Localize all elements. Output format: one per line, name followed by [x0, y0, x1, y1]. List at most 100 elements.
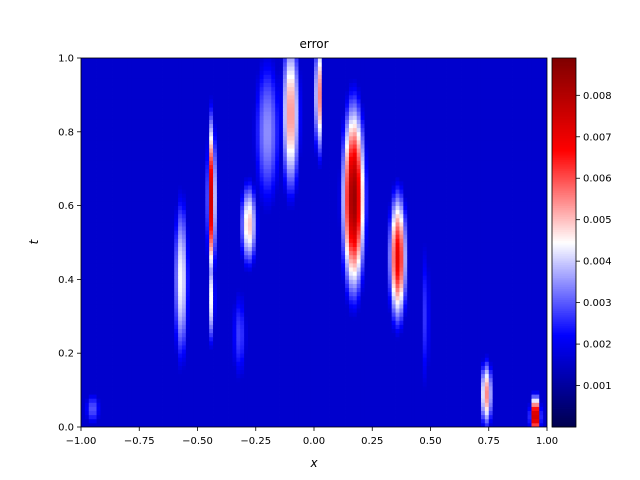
- heatmap-cell: [399, 316, 404, 321]
- heatmap-cell: [154, 263, 160, 268]
- heatmap-cell: [112, 328, 117, 334]
- heatmap-cell: [158, 328, 163, 334]
- heatmap-cell: [263, 410, 268, 416]
- heatmap-cell: [314, 381, 319, 387]
- heatmap-cell: [170, 373, 175, 379]
- heatmap-cell: [348, 353, 354, 358]
- heatmap-cell: [279, 287, 284, 293]
- heatmap-cell: [333, 386, 338, 391]
- heatmap-cell: [519, 308, 525, 313]
- heatmap-cell: [527, 402, 532, 407]
- heatmap-cell: [193, 299, 198, 305]
- heatmap-cell: [531, 369, 536, 375]
- heatmap-cell: [325, 308, 330, 313]
- heatmap-cell: [178, 336, 183, 342]
- heatmap-cell: [488, 365, 494, 370]
- heatmap-cell: [411, 328, 416, 334]
- heatmap-cell: [162, 398, 167, 403]
- heatmap-cell: [356, 308, 361, 313]
- heatmap-cell: [500, 275, 505, 280]
- heatmap-cell: [372, 340, 377, 346]
- heatmap-cell: [414, 377, 420, 383]
- heatmap-cell: [329, 254, 334, 260]
- heatmap-cell: [438, 377, 443, 383]
- heatmap-cell: [356, 320, 361, 325]
- heatmap-cell: [449, 324, 455, 329]
- heatmap-cell: [500, 345, 505, 350]
- heatmap-cell: [329, 267, 334, 272]
- heatmap-cell: [88, 324, 94, 329]
- heatmap-cell: [504, 361, 509, 366]
- heatmap-cell: [255, 394, 261, 399]
- heatmap-cell: [232, 414, 237, 420]
- heatmap-cell: [298, 254, 303, 260]
- heatmap-cell: [446, 299, 451, 305]
- heatmap-cell: [84, 386, 90, 391]
- heatmap-cell: [112, 369, 117, 375]
- heatmap-cell: [100, 402, 105, 407]
- heatmap-cell: [115, 254, 121, 260]
- heatmap-cell: [84, 410, 90, 416]
- heatmap-cell: [84, 345, 90, 350]
- heatmap-cell: [275, 283, 280, 288]
- heatmap-cell: [154, 398, 160, 403]
- heatmap-cell: [356, 340, 361, 346]
- heatmap-cell: [139, 422, 144, 427]
- heatmap-cell: [368, 267, 373, 272]
- heatmap-cell: [543, 414, 547, 420]
- heatmap-cell: [147, 361, 152, 366]
- heatmap-cell: [543, 263, 547, 268]
- heatmap-cell: [341, 340, 346, 346]
- heatmap-cell: [337, 386, 342, 391]
- heatmap-cell: [426, 422, 431, 427]
- heatmap-cell: [84, 279, 90, 284]
- heatmap-cell: [189, 308, 195, 313]
- heatmap-cell: [271, 332, 276, 338]
- heatmap-cell: [247, 390, 253, 395]
- heatmap-cell: [461, 279, 466, 284]
- heatmap-cell: [484, 402, 490, 407]
- heatmap-cell: [337, 295, 342, 301]
- heatmap-cell: [438, 390, 443, 395]
- heatmap-cell: [352, 361, 358, 366]
- heatmap-cell: [240, 324, 245, 329]
- heatmap-cell: [294, 316, 299, 321]
- heatmap-cell: [519, 349, 525, 354]
- heatmap-cell: [201, 308, 206, 313]
- heatmap-cell: [251, 287, 257, 293]
- heatmap-cell: [535, 390, 540, 395]
- heatmap-cell: [477, 340, 482, 346]
- heatmap-cell: [150, 263, 156, 268]
- heatmap-cell: [294, 386, 299, 391]
- heatmap-cell: [337, 422, 342, 427]
- heatmap-cell: [457, 365, 462, 370]
- heatmap-cell: [457, 316, 462, 321]
- heatmap-cell: [244, 287, 249, 293]
- heatmap-cell: [453, 390, 459, 395]
- heatmap-cell: [162, 414, 167, 420]
- heatmap-cell: [92, 345, 97, 350]
- heatmap-cell: [294, 381, 299, 387]
- heatmap-cell: [345, 418, 350, 424]
- heatmap-cell: [209, 369, 214, 375]
- heatmap-cell: [500, 299, 505, 305]
- heatmap-cell: [430, 398, 435, 403]
- heatmap-cell: [201, 402, 206, 407]
- heatmap-cell: [131, 357, 136, 362]
- heatmap-cell: [158, 422, 163, 427]
- heatmap-cell: [453, 414, 459, 420]
- heatmap-cell: [430, 386, 435, 391]
- heatmap-cell: [158, 275, 163, 280]
- heatmap-cell: [267, 324, 272, 329]
- heatmap-cell: [380, 283, 385, 288]
- heatmap-cell: [306, 394, 311, 399]
- heatmap-cell: [407, 308, 412, 313]
- heatmap-cell: [477, 258, 482, 264]
- heatmap-cell: [115, 340, 121, 346]
- heatmap-cell: [81, 283, 86, 288]
- heatmap-cell: [477, 279, 482, 284]
- heatmap-cell: [306, 283, 311, 288]
- heatmap-cell: [348, 402, 354, 407]
- heatmap-cell: [535, 312, 540, 317]
- heatmap-cell: [104, 414, 109, 420]
